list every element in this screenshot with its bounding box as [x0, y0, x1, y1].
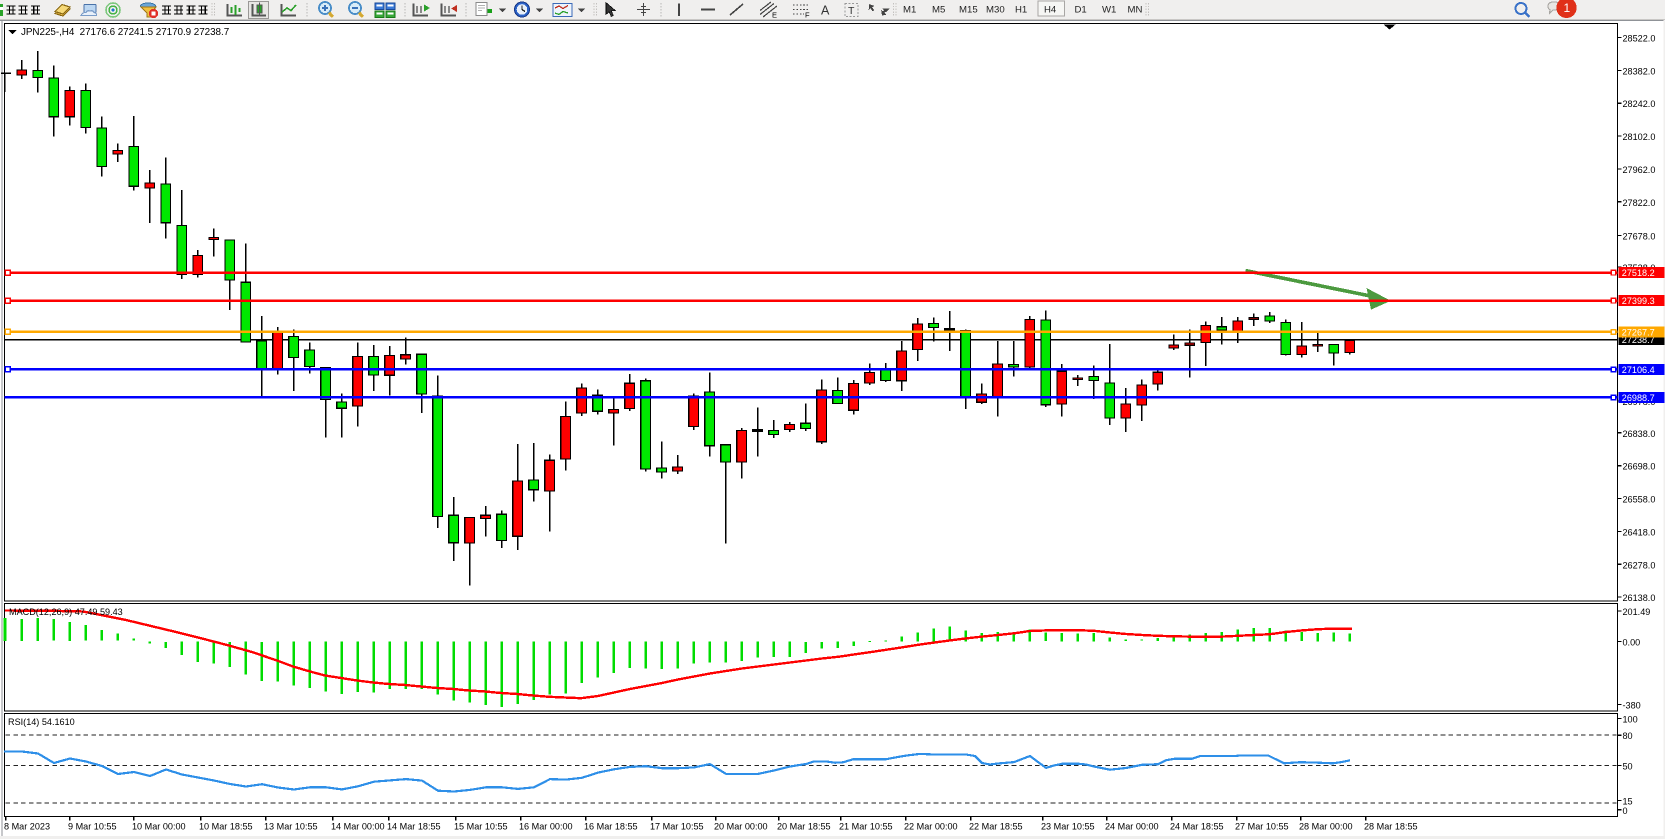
svg-text:10 Mar 00:00: 10 Mar 00:00: [132, 821, 186, 831]
svg-text:26988.7: 26988.7: [1622, 393, 1655, 403]
svg-text:MN: MN: [1128, 4, 1143, 15]
svg-text:9 Mar 10:55: 9 Mar 10:55: [68, 821, 117, 831]
svg-text:27518.2: 27518.2: [1622, 268, 1655, 278]
svg-text:14 Mar 18:55: 14 Mar 18:55: [387, 821, 441, 831]
svg-text:H4: H4: [1044, 4, 1057, 15]
svg-text:27106.4: 27106.4: [1622, 365, 1655, 375]
svg-text:27399.3: 27399.3: [1622, 296, 1655, 306]
svg-text:T: T: [848, 5, 855, 17]
svg-text:100: 100: [1623, 715, 1638, 725]
svg-text:H1: H1: [1015, 4, 1027, 15]
svg-text:27822.0: 27822.0: [1623, 198, 1656, 208]
svg-text:16 Mar 18:55: 16 Mar 18:55: [584, 821, 638, 831]
svg-text:27678.0: 27678.0: [1623, 232, 1656, 242]
svg-text:27267.7: 27267.7: [1622, 327, 1655, 337]
svg-text:28522.0: 28522.0: [1623, 34, 1656, 44]
svg-text:-380: -380: [1623, 701, 1641, 711]
svg-text:26278.0: 26278.0: [1623, 560, 1656, 570]
svg-text:26418.0: 26418.0: [1623, 527, 1656, 537]
svg-text:27962.0: 27962.0: [1623, 165, 1656, 175]
svg-text:28102.0: 28102.0: [1623, 132, 1656, 142]
svg-text:26558.0: 26558.0: [1623, 495, 1656, 505]
svg-text:8 Mar 2023: 8 Mar 2023: [4, 821, 50, 831]
svg-text:E: E: [772, 11, 777, 20]
svg-text:22 Mar 18:55: 22 Mar 18:55: [969, 821, 1023, 831]
svg-text:24 Mar 00:00: 24 Mar 00:00: [1105, 821, 1159, 831]
svg-text:28242.0: 28242.0: [1623, 99, 1656, 109]
svg-text:17 Mar 10:55: 17 Mar 10:55: [650, 821, 704, 831]
svg-text:M15: M15: [959, 4, 978, 15]
svg-text:0: 0: [1623, 806, 1628, 816]
svg-text:26138.0: 26138.0: [1623, 593, 1656, 603]
svg-text:15 Mar 10:55: 15 Mar 10:55: [454, 821, 508, 831]
svg-text:20 Mar 00:00: 20 Mar 00:00: [714, 821, 768, 831]
svg-text:MACD(12,26,9) 47.49 59.43: MACD(12,26,9) 47.49 59.43: [9, 607, 123, 617]
svg-text:M1: M1: [903, 4, 916, 15]
svg-text:28 Mar 00:00: 28 Mar 00:00: [1299, 821, 1353, 831]
svg-text:28 Mar 18:55: 28 Mar 18:55: [1364, 821, 1418, 831]
svg-text:A: A: [821, 4, 830, 18]
svg-text:27 Mar 10:55: 27 Mar 10:55: [1235, 821, 1289, 831]
svg-text:10 Mar 18:55: 10 Mar 18:55: [199, 821, 253, 831]
svg-text:27238.7: 27238.7: [1622, 335, 1655, 345]
svg-text:1: 1: [1564, 1, 1571, 15]
svg-text:0.00: 0.00: [1623, 638, 1641, 648]
svg-text:22 Mar 00:00: 22 Mar 00:00: [904, 821, 958, 831]
svg-text:D1: D1: [1075, 4, 1087, 15]
svg-text:14 Mar 00:00: 14 Mar 00:00: [331, 821, 385, 831]
svg-text:13 Mar 10:55: 13 Mar 10:55: [264, 821, 318, 831]
svg-text:W1: W1: [1102, 4, 1116, 15]
svg-text:F: F: [805, 11, 810, 20]
svg-text:26838.0: 26838.0: [1623, 429, 1656, 439]
svg-text:20 Mar 18:55: 20 Mar 18:55: [777, 821, 831, 831]
svg-text:M5: M5: [932, 4, 945, 15]
svg-text:16 Mar 00:00: 16 Mar 00:00: [519, 821, 573, 831]
svg-text:201.49: 201.49: [1623, 607, 1651, 617]
svg-text:50: 50: [1623, 761, 1633, 771]
svg-text:26698.0: 26698.0: [1623, 462, 1656, 472]
svg-text:23 Mar 10:55: 23 Mar 10:55: [1041, 821, 1095, 831]
svg-text:JPN225-,H4 27176.6 27241.5 27: JPN225-,H4 27176.6 27241.5 27170.9 27238…: [21, 27, 229, 38]
svg-text:RSI(14) 54.1610: RSI(14) 54.1610: [8, 717, 75, 727]
svg-text:80: 80: [1623, 731, 1633, 741]
svg-text:M30: M30: [986, 4, 1005, 15]
svg-text:24 Mar 18:55: 24 Mar 18:55: [1170, 821, 1224, 831]
svg-text:28382.0: 28382.0: [1623, 66, 1656, 76]
svg-text:15: 15: [1623, 797, 1633, 807]
svg-text:21 Mar 10:55: 21 Mar 10:55: [839, 821, 893, 831]
